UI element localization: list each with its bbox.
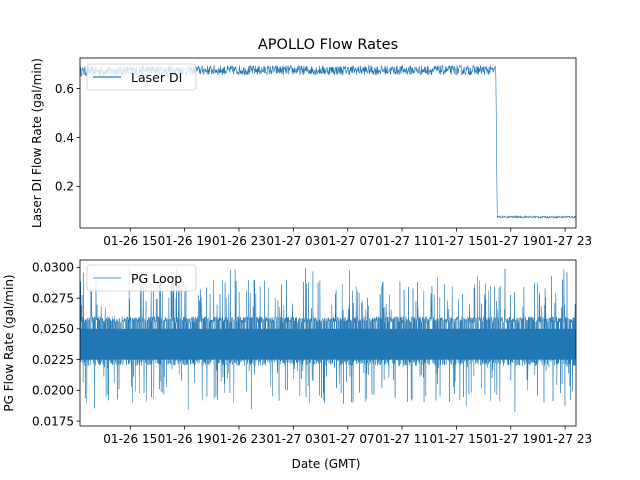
pg-loop-x-tick-label: 01-27 07 (321, 432, 375, 446)
laser-di-x-tick-label: 01-27 07 (321, 234, 375, 248)
laser-di-x-tick-label: 01-27 15 (429, 234, 483, 248)
pg-loop-y-tick-label: 0.0175 (32, 414, 74, 428)
laser-di-x-tick-label: 01-26 23 (212, 234, 266, 248)
pg-loop-series-band (80, 328, 576, 360)
laser-di-x-tick-label: 01-26 19 (158, 234, 212, 248)
pg-loop-y-tick-label: 0.0275 (32, 291, 74, 305)
laser-di-x-tick-label: 01-26 15 (103, 234, 157, 248)
pg-loop-legend-box (86, 264, 197, 292)
laser-di-axes: 01-26 15 01-26 19 01-26 23 01-27 03 01-27 07… (30, 57, 592, 248)
laser-di-y-ticks: 0.2 0.4 0.6 (55, 82, 80, 194)
pg-loop-x-tick-label: 01-27 23 (538, 432, 592, 446)
pg-loop-x-tick-label: 01-27 03 (266, 432, 320, 446)
laser-di-axes-frame (79, 57, 577, 229)
laser-di-x-tick-label: 01-27 03 (266, 234, 320, 248)
pg-loop-x-tick-label: 01-27 11 (375, 432, 429, 446)
pg-loop-y-axis-label: PG Flow Rate (gal/min) (2, 274, 16, 411)
laser-di-y-tick-label: 0.4 (55, 131, 74, 145)
chart-title: APOLLO Flow Rates (258, 37, 398, 53)
laser-di-y-tick-label: 0.6 (55, 82, 74, 96)
pg-loop-y-tick-label: 0.0200 (32, 384, 74, 398)
laser-di-x-tick-label: 01-27 19 (484, 234, 538, 248)
pg-loop-x-tick-label: 01-27 15 (429, 432, 483, 446)
pg-loop-x-tick-label: 01-26 19 (158, 432, 212, 446)
pg-loop-axes-frame (79, 259, 577, 427)
pg-loop-plot-area (80, 267, 576, 412)
laser-di-legend-box (86, 63, 197, 91)
pg-loop-y-tick-label: 0.0300 (32, 261, 74, 275)
pg-loop-series-line (80, 267, 576, 412)
laser-di-legend: Laser DI (86, 63, 197, 91)
pg-loop-legend: PG Loop (86, 264, 197, 292)
pg-loop-y-tick-label: 0.0250 (32, 322, 74, 336)
pg-loop-axes: 01-26 15 01-26 19 01-26 23 01-27 03 01-27 07… (2, 259, 592, 471)
laser-di-legend-label: Laser DI (131, 70, 182, 85)
pg-loop-legend-label: PG Loop (131, 271, 182, 286)
pg-loop-x-tick-label: 01-26 23 (212, 432, 266, 446)
pg-loop-x-tick-label: 01-27 19 (484, 432, 538, 446)
laser-di-y-tick-label: 0.2 (55, 180, 74, 194)
laser-di-x-ticks: 01-26 15 01-26 19 01-26 23 01-27 03 01-27 07… (103, 228, 592, 248)
pg-loop-y-ticks: 0.0175 0.0200 0.0225 0.0250 0.0275 0.0300 (32, 261, 80, 428)
laser-di-y-axis-label: Laser DI Flow Rate (gal/min) (30, 58, 44, 228)
pg-loop-x-tick-label: 01-26 15 (103, 432, 157, 446)
pg-loop-y-tick-label: 0.0225 (32, 353, 74, 367)
laser-di-x-tick-label: 01-27 11 (375, 234, 429, 248)
pg-loop-x-ticks: 01-26 15 01-26 19 01-26 23 01-27 03 01-27 07… (103, 426, 592, 446)
x-axis-label: Date (GMT) (292, 457, 361, 471)
laser-di-x-tick-label: 01-27 23 (538, 234, 592, 248)
